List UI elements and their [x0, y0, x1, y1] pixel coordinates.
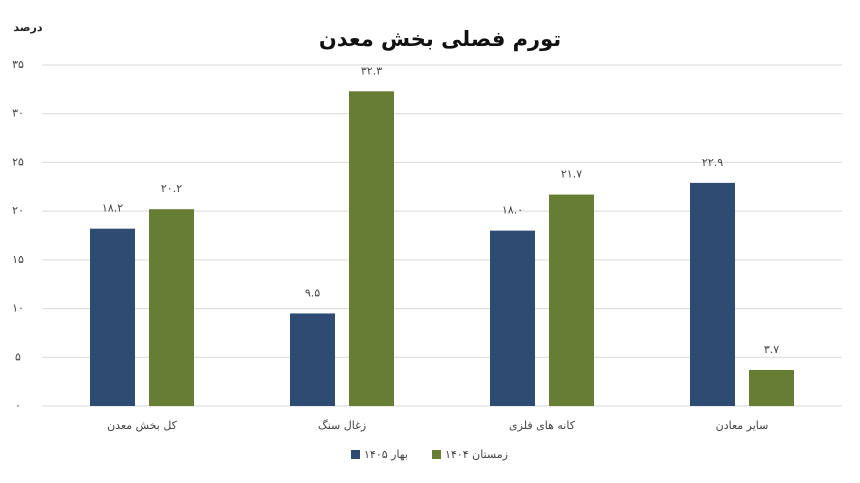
- y-axis-label: درصد: [14, 21, 43, 34]
- y-tick-label: ۱۵: [12, 253, 24, 266]
- value-label: ۱۸.۰: [502, 204, 523, 217]
- bar: [349, 91, 394, 406]
- value-label: ۲۰.۲: [161, 182, 182, 195]
- legend-label: زمستان ۱۴۰۴: [445, 448, 508, 461]
- legend-swatch: [351, 450, 360, 459]
- y-tick-label: ۲۰: [12, 204, 24, 217]
- value-label: ۹.۵: [305, 286, 320, 299]
- bar: [290, 313, 335, 406]
- bar: [149, 209, 194, 406]
- legend-label: بهار ۱۴۰۵: [364, 448, 408, 461]
- value-label: ۲۱.۷: [561, 168, 582, 181]
- bar: [490, 230, 535, 406]
- value-label: ۲۲.۹: [702, 156, 723, 169]
- value-label: ۱۸.۲: [102, 202, 123, 215]
- x-tick-label: سایر معادن: [716, 419, 769, 432]
- value-label: ۳۲.۳: [361, 64, 382, 77]
- bar: [549, 194, 594, 406]
- legend-swatch: [432, 450, 441, 459]
- x-tick-label: زغال سنگ: [318, 419, 366, 432]
- value-label: ۳.۷: [764, 343, 779, 356]
- x-tick-label: کل بخش معدن: [107, 419, 178, 432]
- bar: [749, 369, 794, 406]
- chart-title: تورم فصلی بخش معدن: [319, 27, 561, 51]
- y-tick-label: ۳۰: [12, 107, 24, 120]
- y-tick-label: ۱۰: [12, 302, 24, 315]
- y-tick-label: ۲۵: [12, 155, 24, 168]
- y-tick-label: ۵: [15, 350, 21, 363]
- bar: [90, 228, 135, 406]
- x-tick-label: کانه های فلزی: [509, 419, 576, 432]
- bar: [690, 182, 735, 406]
- y-tick-label: ۳۵: [12, 58, 24, 71]
- y-tick-label: ۰: [15, 399, 21, 412]
